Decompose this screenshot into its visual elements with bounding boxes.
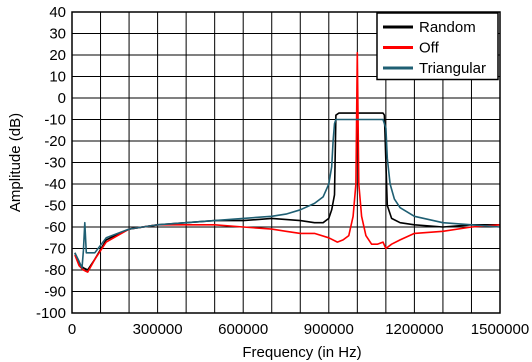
y-tick-label: 10	[49, 69, 66, 86]
y-axis-title: Amplitude (dB)	[7, 113, 24, 212]
x-axis-title: Frequency (in Hz)	[242, 344, 361, 361]
y-tick-label: -70	[44, 241, 66, 258]
series-lines	[74, 52, 501, 273]
y-tick-label: -60	[44, 219, 66, 236]
legend-label-triangular: Triangular	[419, 60, 486, 77]
y-tick-label: 20	[49, 47, 66, 64]
x-tick-label: 600000	[218, 321, 268, 338]
x-tick-label: 1500000	[471, 321, 529, 338]
series-line-off	[74, 52, 501, 273]
y-tick-labels: 40 30 20 10 0 -10 -20 -30 -40 -50 -60 -70 -80 -90 -100	[36, 4, 66, 322]
y-tick-label: -100	[36, 305, 66, 322]
y-tick-label: -30	[44, 155, 66, 172]
y-tick-label: -20	[44, 133, 66, 150]
y-tick-label: 0	[58, 90, 66, 107]
y-tick-label: -50	[44, 198, 66, 215]
x-tick-labels: 0 300000 600000 900000 1200000 1500000	[68, 321, 529, 338]
x-tick-label: 300000	[133, 321, 183, 338]
x-tick-label: 900000	[304, 321, 354, 338]
legend-label-random: Random	[419, 19, 476, 36]
y-tick-label: 30	[49, 26, 66, 43]
legend-label-off: Off	[419, 40, 440, 57]
y-tick-label: -40	[44, 176, 66, 193]
y-tick-label: -90	[44, 284, 66, 301]
x-tick-label: 1200000	[385, 321, 443, 338]
legend: Random Off Triangular	[376, 12, 499, 81]
y-tick-label: 40	[49, 4, 66, 21]
x-tick-label: 0	[68, 321, 76, 338]
plot-frame	[71, 11, 501, 314]
y-tick-label: -10	[44, 112, 66, 129]
y-tick-label: -80	[44, 262, 66, 279]
series-line-triangular	[74, 118, 501, 269]
series-line-random	[74, 112, 500, 271]
